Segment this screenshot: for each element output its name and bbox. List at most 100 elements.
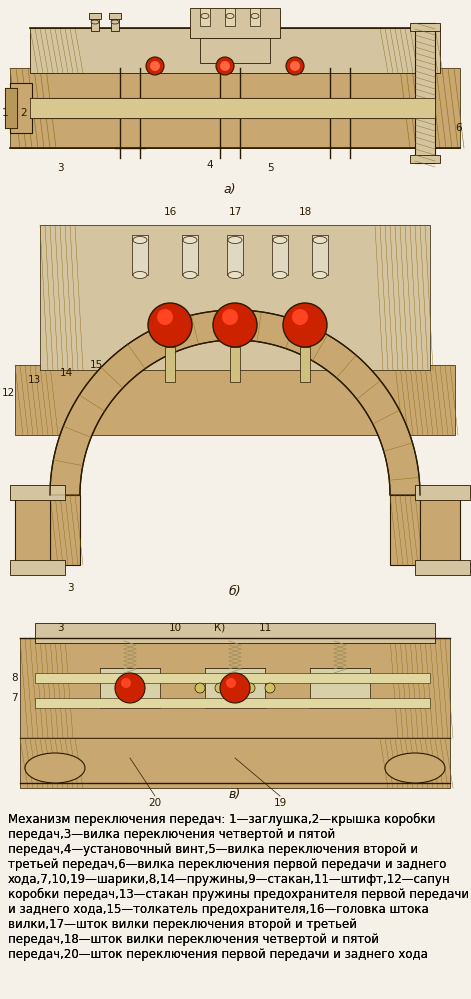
Bar — [15, 365, 455, 435]
Bar — [205, 668, 265, 708]
Text: а): а) — [224, 183, 236, 196]
Bar — [10, 485, 65, 500]
Bar — [190, 8, 280, 38]
Ellipse shape — [201, 14, 209, 19]
Text: Механизм переключения передач: 1—заглушка,2—крышка коробки передач,3—вилка перек: Механизм переключения передач: 1—заглушк… — [8, 813, 469, 961]
Text: 5: 5 — [267, 163, 273, 173]
Circle shape — [115, 673, 145, 703]
Circle shape — [226, 678, 236, 688]
Text: 16: 16 — [163, 207, 177, 217]
Text: 17: 17 — [228, 207, 242, 217]
Bar — [35, 623, 435, 643]
Bar — [20, 638, 450, 738]
Bar — [30, 98, 435, 118]
Bar — [415, 485, 470, 500]
Ellipse shape — [111, 20, 119, 24]
Ellipse shape — [133, 272, 147, 279]
Text: 3: 3 — [57, 623, 63, 633]
Ellipse shape — [133, 237, 147, 244]
Bar — [200, 8, 210, 26]
Bar — [200, 38, 270, 63]
Circle shape — [265, 683, 275, 693]
Circle shape — [148, 303, 192, 347]
Circle shape — [220, 673, 250, 703]
Ellipse shape — [228, 272, 242, 279]
Bar — [40, 225, 430, 370]
Text: 11: 11 — [259, 623, 272, 633]
Text: 20: 20 — [148, 798, 162, 808]
Text: 19: 19 — [273, 798, 287, 808]
Bar — [230, 347, 240, 382]
Circle shape — [286, 57, 304, 75]
Text: 8: 8 — [11, 673, 18, 683]
Text: 7: 7 — [11, 693, 18, 703]
Bar — [165, 347, 175, 382]
Bar — [30, 28, 440, 73]
Ellipse shape — [273, 272, 287, 279]
Bar — [310, 668, 370, 708]
Ellipse shape — [91, 20, 99, 24]
Bar — [100, 668, 160, 708]
Ellipse shape — [228, 237, 242, 244]
Text: Механизм переключения передач: 1—заглушка,2—крышка коробки передач,3—вилка перек: Механизм переключения передач: 1—заглушк… — [8, 813, 469, 961]
Text: 1: 1 — [1, 108, 8, 118]
Text: б): б) — [229, 585, 241, 598]
Ellipse shape — [313, 237, 327, 244]
Bar — [415, 23, 435, 163]
Circle shape — [292, 309, 308, 325]
Ellipse shape — [226, 14, 234, 19]
Circle shape — [283, 303, 327, 347]
Text: 3: 3 — [57, 163, 63, 173]
Ellipse shape — [385, 753, 445, 783]
Bar — [300, 347, 310, 382]
Bar — [109, 13, 121, 19]
Bar — [111, 16, 119, 31]
Bar — [227, 235, 243, 275]
Circle shape — [150, 61, 160, 71]
Text: К): К) — [214, 623, 226, 633]
Bar — [89, 13, 101, 19]
Text: 3: 3 — [67, 583, 73, 593]
Bar — [225, 8, 235, 26]
Text: 13: 13 — [28, 375, 41, 385]
Circle shape — [146, 57, 164, 75]
Text: 4: 4 — [207, 160, 213, 170]
Circle shape — [222, 309, 238, 325]
Text: 14: 14 — [60, 368, 73, 378]
Ellipse shape — [273, 237, 287, 244]
Circle shape — [290, 61, 300, 71]
Circle shape — [220, 61, 230, 71]
Circle shape — [195, 683, 205, 693]
Ellipse shape — [183, 272, 197, 279]
Bar — [10, 68, 460, 148]
Bar — [410, 155, 440, 163]
Text: в): в) — [229, 788, 241, 801]
Bar — [250, 8, 260, 26]
Bar — [410, 23, 440, 31]
Ellipse shape — [251, 14, 259, 19]
Ellipse shape — [183, 237, 197, 244]
Bar — [5, 88, 17, 128]
Circle shape — [157, 309, 173, 325]
Bar — [35, 738, 435, 758]
Text: 2: 2 — [20, 108, 27, 118]
Bar — [5, 88, 17, 128]
Bar — [35, 698, 430, 708]
Bar — [415, 560, 470, 575]
Bar — [20, 738, 450, 788]
Ellipse shape — [25, 753, 85, 783]
Bar — [272, 235, 288, 275]
Text: 6: 6 — [455, 123, 462, 133]
Text: 10: 10 — [169, 623, 181, 633]
Bar — [132, 235, 148, 275]
Bar — [390, 495, 420, 565]
Polygon shape — [50, 310, 420, 495]
Bar — [10, 83, 32, 133]
Bar — [10, 560, 65, 575]
Circle shape — [216, 57, 234, 75]
Bar — [182, 235, 198, 275]
Bar — [91, 16, 99, 31]
Bar — [15, 495, 50, 565]
Bar — [50, 495, 80, 565]
Ellipse shape — [313, 272, 327, 279]
